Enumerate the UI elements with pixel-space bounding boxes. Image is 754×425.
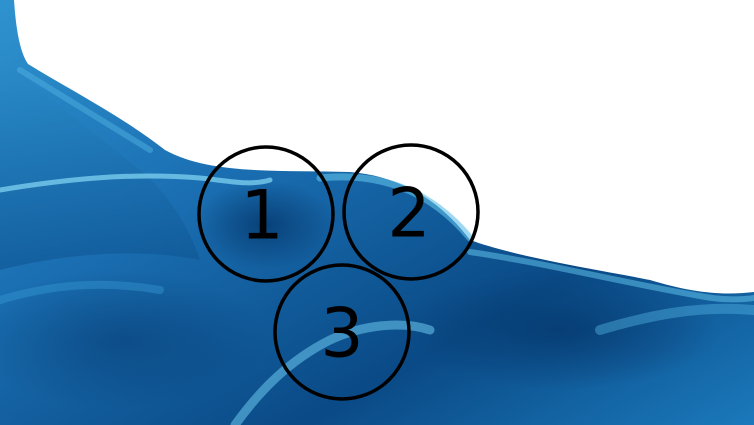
silk-highlight-4 [230,320,435,425]
silk-highlight-2 [316,173,474,242]
silk-highlight-7 [0,280,164,304]
silk-highlight-1 [0,173,273,193]
marker-1-ring [197,145,335,283]
silk-shadow-2 [400,270,720,390]
silk-highlight-3 [467,249,754,303]
marker-3-label: 3 [320,295,363,374]
marker-2-label: 2 [387,175,430,254]
silk-highlight-6 [17,67,153,153]
marker-2[interactable]: 2 [342,143,480,281]
silk-fold-left [0,60,200,270]
marker-3-ring [273,263,411,401]
silk-shadow-1 [195,180,335,270]
marker-1[interactable]: 1 [197,145,335,283]
silk-highlight-5 [595,303,754,335]
marker-1-label: 1 [240,177,283,256]
silk-shadow-3 [0,270,270,410]
marker-2-ring [342,143,480,281]
marker-3[interactable]: 3 [273,263,411,401]
